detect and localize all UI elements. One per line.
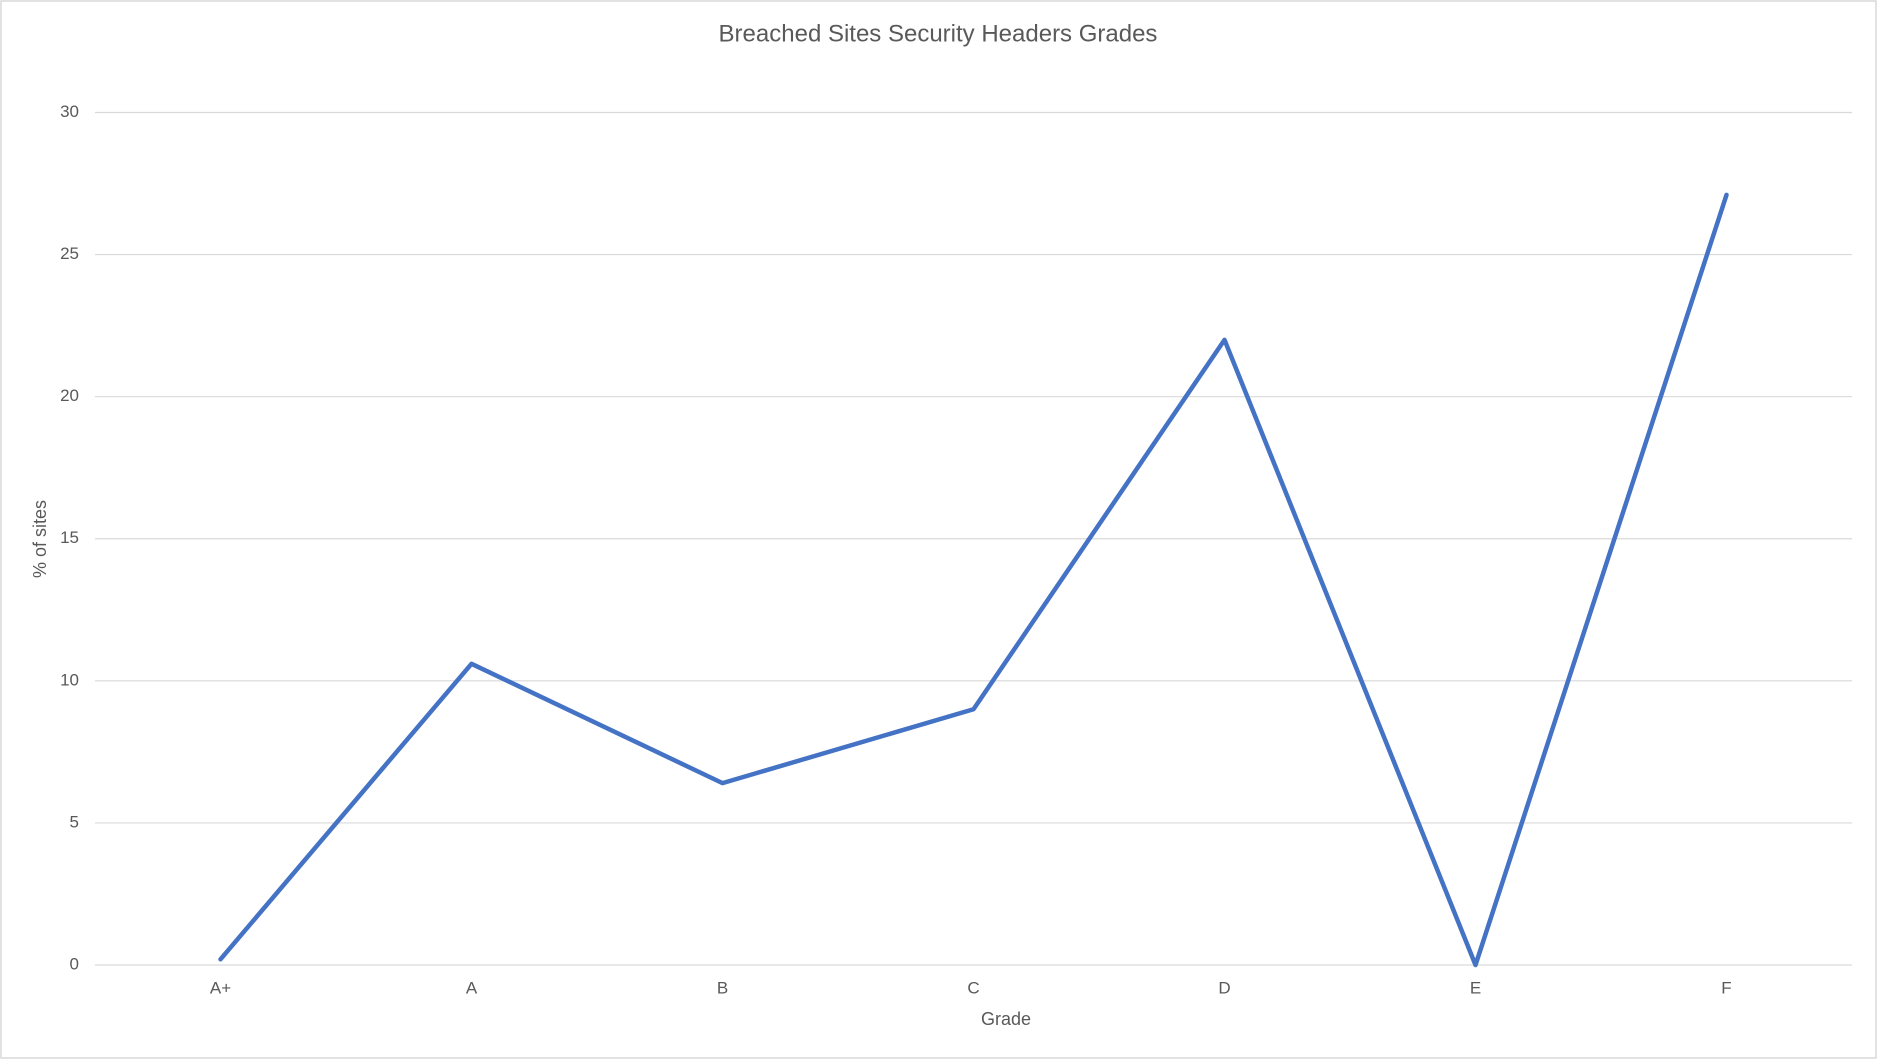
y-tick-label: 5	[70, 812, 79, 831]
y-tick-label: 15	[60, 528, 79, 547]
x-tick-label: E	[1470, 978, 1481, 997]
x-tick-label: B	[717, 978, 728, 997]
y-tick-label: 25	[60, 244, 79, 263]
y-tick-label: 0	[70, 954, 79, 973]
x-axis-label: Grade	[981, 1009, 1031, 1029]
x-tick-label: C	[967, 978, 979, 997]
data-line	[218, 192, 1729, 968]
y-tick-label: 30	[60, 102, 79, 121]
x-tick-label: D	[1218, 978, 1230, 997]
y-axis-label: % of sites	[30, 500, 50, 578]
x-tick-label: A	[466, 978, 478, 997]
x-tick-label: F	[1721, 978, 1731, 997]
y-tick-label: 10	[60, 670, 79, 689]
chart-title: Breached Sites Security Headers Grades	[719, 20, 1158, 47]
y-tick-label: 20	[60, 386, 79, 405]
x-tick-label: A+	[210, 978, 231, 997]
